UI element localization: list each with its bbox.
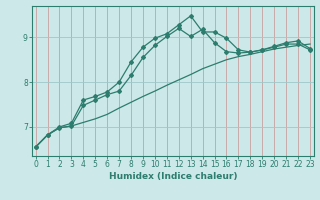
X-axis label: Humidex (Indice chaleur): Humidex (Indice chaleur)	[108, 172, 237, 181]
